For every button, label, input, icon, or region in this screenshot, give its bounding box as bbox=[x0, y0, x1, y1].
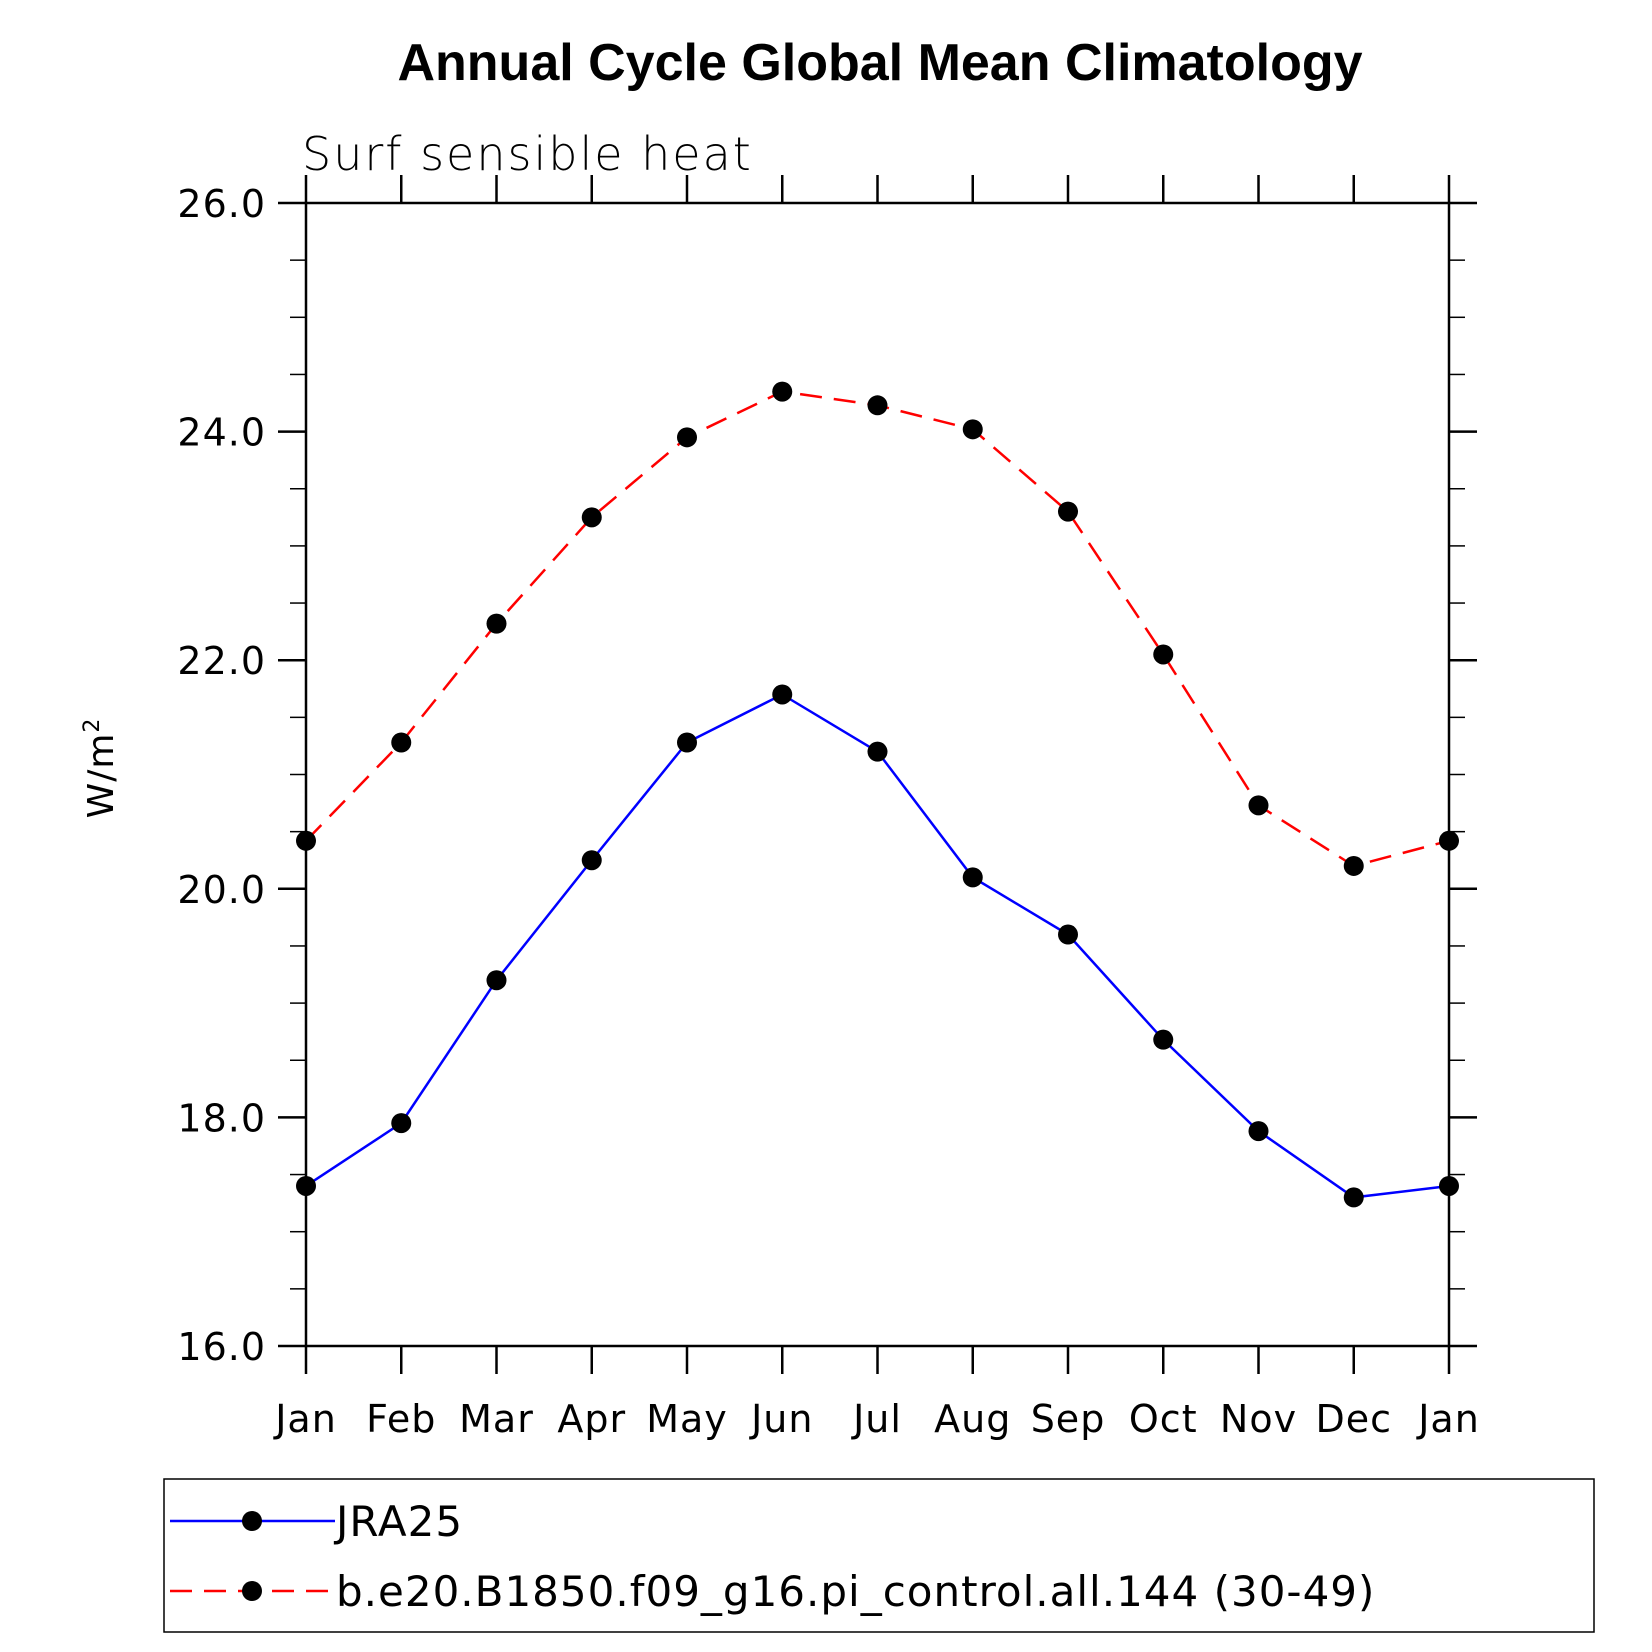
x-tick-label: Aug bbox=[934, 1397, 1011, 1441]
chart-title: Annual Cycle Global Mean Climatology bbox=[397, 34, 1362, 92]
series-1-point bbox=[772, 381, 793, 402]
series-0-point bbox=[391, 1113, 412, 1134]
series-1-point bbox=[1439, 830, 1459, 851]
series-1-point bbox=[867, 395, 888, 416]
series-0-point bbox=[1153, 1029, 1174, 1050]
x-tick-label: Oct bbox=[1129, 1397, 1198, 1441]
legend-label-model: b.e20.B1850.f09_g16.pi_control.all.144 (… bbox=[336, 1567, 1375, 1616]
x-tick-label: Jan bbox=[1416, 1397, 1480, 1441]
x-tick-label: Jul bbox=[851, 1397, 902, 1441]
series-0-point bbox=[677, 732, 697, 753]
svg-text:W/m2: W/m2 bbox=[80, 718, 122, 819]
legend-label-jra25: JRA25 bbox=[333, 1497, 463, 1546]
y-axis-label-superscript: 2 bbox=[80, 718, 105, 733]
series-0-point bbox=[867, 741, 888, 762]
y-axis-ticks: 16.0 18.0 20.0 22.0 24.0 26.0 bbox=[177, 182, 1477, 1369]
y-axis-label-text: W/m bbox=[81, 733, 122, 819]
legend-marker-model bbox=[242, 1581, 262, 1601]
x-tick-label: Apr bbox=[557, 1397, 626, 1441]
series-0-point bbox=[581, 850, 602, 871]
y-tick-label: 20.0 bbox=[177, 868, 266, 912]
plot-frame bbox=[304, 201, 1451, 1348]
x-tick-label: May bbox=[646, 1397, 728, 1441]
legend: JRA25 b.e20.B1850.f09_g16.pi_control.all… bbox=[163, 1478, 1595, 1633]
series-0-point bbox=[1439, 1175, 1459, 1196]
series-line-1 bbox=[305, 390, 1450, 868]
series-1-point bbox=[296, 830, 316, 851]
series-1-point bbox=[581, 507, 602, 528]
y-tick-label: 18.0 bbox=[177, 1096, 266, 1140]
series-1-point bbox=[677, 427, 697, 448]
series-0-point bbox=[486, 970, 507, 991]
series-0-point bbox=[1343, 1187, 1364, 1208]
x-tick-label: Mar bbox=[459, 1397, 534, 1441]
y-tick-label: 22.0 bbox=[177, 639, 266, 683]
series-1-point bbox=[486, 613, 507, 634]
y-axis-label: W/m2 bbox=[80, 718, 122, 819]
legend-marker-jra25 bbox=[242, 1511, 262, 1531]
x-tick-label: Jun bbox=[749, 1397, 813, 1441]
y-tick-label: 16.0 bbox=[177, 1325, 266, 1369]
series-1-point bbox=[962, 419, 983, 440]
series-0-point bbox=[962, 867, 983, 888]
series-0-point bbox=[1058, 924, 1078, 945]
series-0-point bbox=[296, 1175, 316, 1196]
x-tick-label: Jan bbox=[273, 1397, 337, 1441]
series-1-point bbox=[391, 732, 412, 753]
series-1-point bbox=[1343, 855, 1364, 876]
legend-box bbox=[163, 1478, 1595, 1633]
x-tick-label: Nov bbox=[1220, 1397, 1297, 1441]
x-axis-ticks: Jan Feb Mar Apr May Jun Jul Aug Sep Oct Nov Dec Jan bbox=[273, 175, 1480, 1441]
series-line-0 bbox=[305, 693, 1450, 1199]
series-layer bbox=[296, 381, 1459, 1208]
series-1-point bbox=[1153, 644, 1174, 665]
x-tick-label: Dec bbox=[1315, 1397, 1392, 1441]
y-tick-label: 24.0 bbox=[177, 411, 266, 455]
x-tick-label: Feb bbox=[366, 1397, 436, 1441]
x-tick-label: Sep bbox=[1031, 1397, 1106, 1441]
series-1-point bbox=[1248, 795, 1269, 816]
y-tick-label: 26.0 bbox=[177, 182, 266, 226]
series-0-point bbox=[1248, 1121, 1269, 1142]
series-1-point bbox=[1058, 501, 1078, 522]
series-0-point bbox=[772, 684, 793, 705]
chart-subtitle: Surf sensible heat bbox=[302, 127, 753, 181]
